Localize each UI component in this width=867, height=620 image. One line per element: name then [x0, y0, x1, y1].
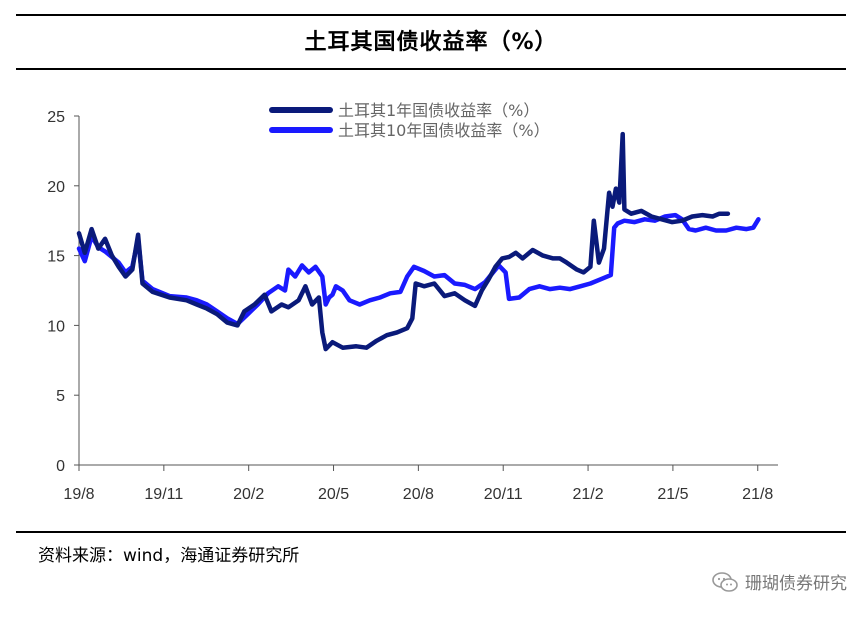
- x-tick-label: 21/2: [572, 486, 603, 503]
- series-line-10y: [76, 212, 761, 327]
- x-tick-label: 20/5: [318, 486, 349, 503]
- x-tick-label: 20/11: [484, 486, 523, 503]
- y-tick-label: 20: [47, 179, 65, 196]
- watermark-text: 珊瑚债券研究: [745, 574, 847, 594]
- y-tick-label: 10: [47, 318, 65, 335]
- source-note: 资料来源：wind，海通证券研究所: [38, 546, 300, 566]
- x-tick-label: 21/5: [657, 486, 688, 503]
- x-tick-label: 20/2: [233, 486, 264, 503]
- x-tick-label: 19/11: [144, 486, 183, 503]
- title-rule: [16, 68, 846, 70]
- page-title: 土耳其国债收益率（%）: [304, 30, 558, 55]
- y-tick-label: 0: [56, 458, 65, 475]
- legend-label-1y: 土耳其1年国债收益率（%）: [338, 101, 539, 120]
- series-line-1y: [76, 131, 731, 352]
- watermark: 珊瑚债券研究: [711, 569, 847, 594]
- x-tick-label: 19/8: [63, 486, 94, 503]
- x-tick-label: 20/8: [403, 486, 434, 503]
- bottom-rule: [16, 531, 846, 533]
- y-tick-label: 5: [56, 388, 65, 405]
- wechat-icon: [712, 571, 738, 592]
- top-rule: [16, 14, 846, 16]
- legend-label-10y: 土耳其10年国债收益率（%）: [338, 121, 550, 140]
- y-tick-label: 25: [47, 109, 65, 126]
- y-tick-label: 15: [47, 249, 65, 266]
- x-tick-label: 21/8: [742, 486, 773, 503]
